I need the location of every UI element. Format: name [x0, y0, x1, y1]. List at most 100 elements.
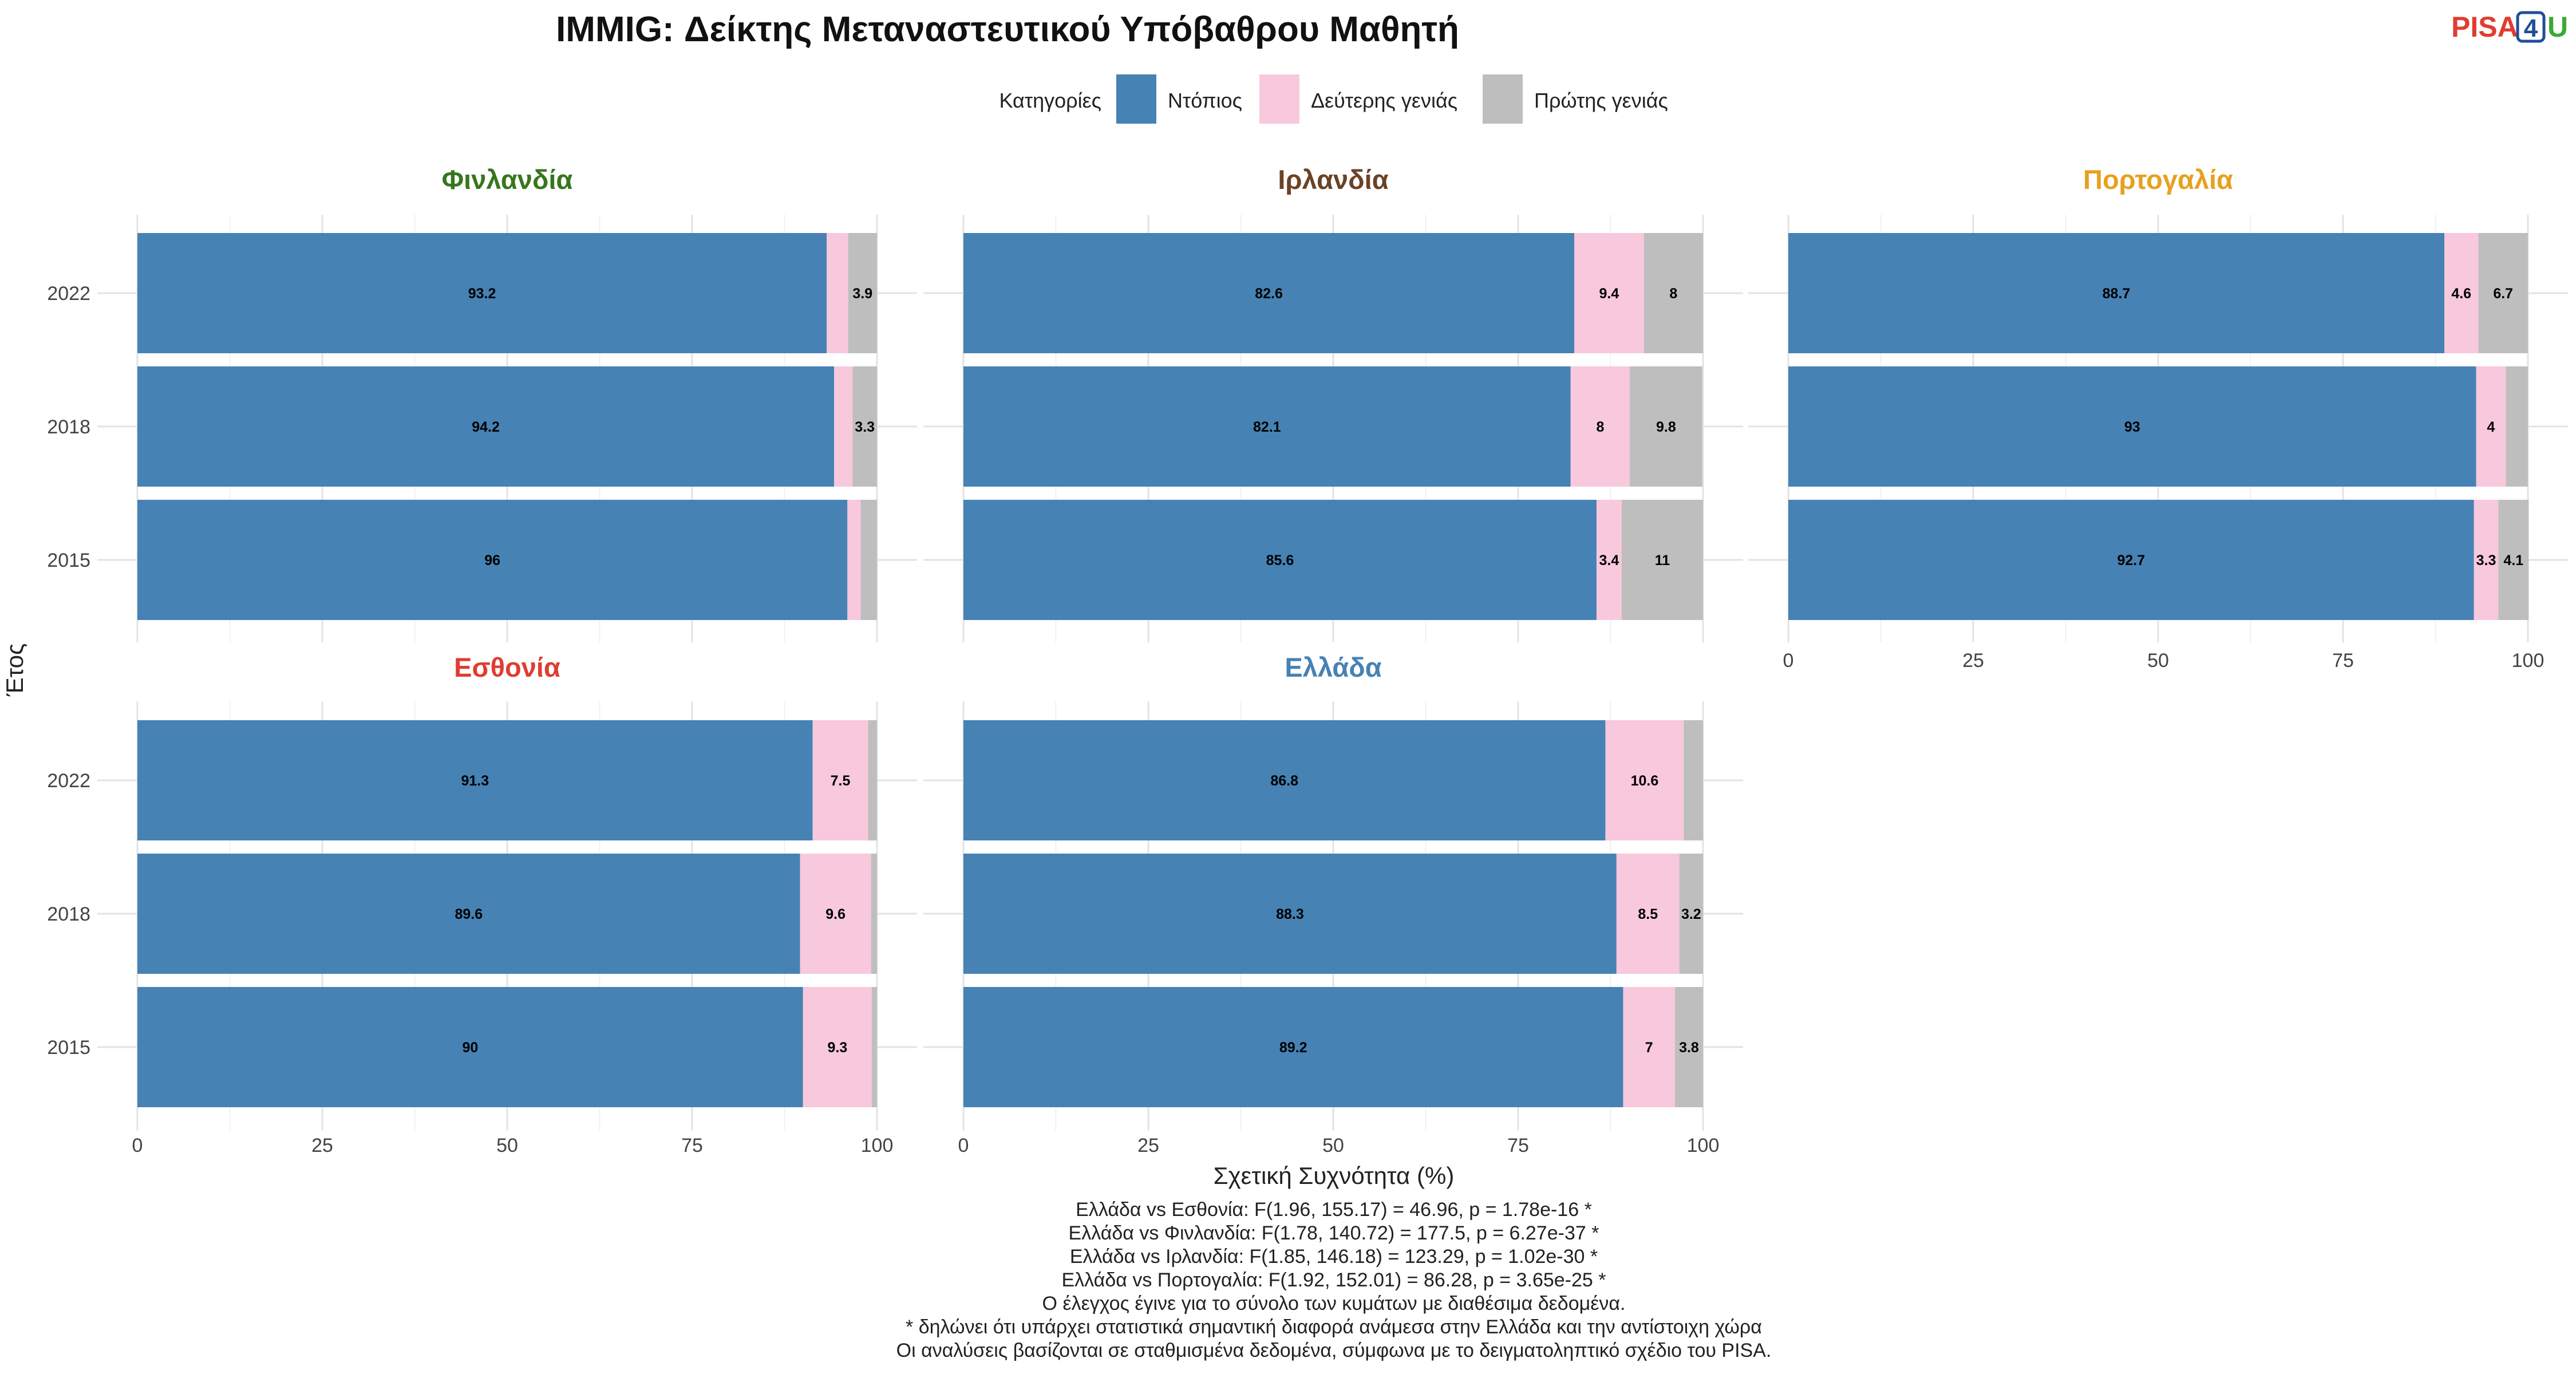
x-tick-label: 75 [1507, 1135, 1529, 1156]
chart-title: IMMIG: Δείκτης Μεταναστευτικού Υπόβαθρου… [556, 10, 1459, 49]
bar-segment [871, 854, 877, 974]
bar-data-label: 96 [484, 552, 500, 568]
panel-2: Πορτογαλία 88.7 4.6 6.7 93 4 92.7 3.3 4.1 0 25 50 75… [1748, 164, 2568, 672]
footnote-line: Οι αναλύσεις βασίζονται σε σταθμισμένα δ… [896, 1340, 1772, 1361]
legend-label: Πρώτης γενιάς [1534, 89, 1668, 112]
x-tick-label: 75 [2332, 650, 2354, 672]
bar-data-label: 9.3 [827, 1040, 847, 1056]
bar-data-label: 8 [1596, 419, 1604, 435]
bar-segment [1674, 987, 1703, 1107]
bar-data-label: 7.5 [831, 773, 851, 789]
panel-title: Εσθονία [454, 652, 560, 682]
bar-segment [1788, 500, 2474, 620]
panel-3: Εσθονία 2022 2018 2015 91.3 7.5 89.6 9.6 90 9.3 0 2… [47, 652, 917, 1156]
bar-segment [2476, 366, 2506, 487]
y-tick-label: 2015 [47, 550, 90, 571]
bar-data-label: 86.8 [1270, 773, 1298, 789]
bar-data-label: 94.2 [472, 419, 500, 435]
bar-segment [1679, 854, 1703, 974]
bar-segment [800, 854, 871, 974]
bar-data-label: 9.4 [1599, 286, 1619, 302]
x-tick-label: 100 [861, 1135, 894, 1156]
logo-text-pisa: PISA [2451, 11, 2518, 43]
bar-data-label: 85.6 [1266, 552, 1294, 568]
legend-swatch [1259, 74, 1299, 124]
bar-segment [137, 854, 800, 974]
bar-segment [1605, 720, 1684, 840]
y-tick-label: 2018 [47, 903, 90, 925]
bar-data-label: 93.2 [468, 286, 496, 302]
bar-segment [963, 854, 1617, 974]
bar-segment [963, 366, 1571, 487]
bar-segment [137, 366, 835, 487]
bar-segment [963, 500, 1597, 620]
footnote-line: Ελλάδα vs Ιρλανδία: F(1.85, 146.18) = 12… [1070, 1246, 1598, 1268]
bar-segment [1574, 233, 1644, 353]
y-tick-label: 2022 [47, 283, 90, 305]
bar-data-label: 89.2 [1279, 1040, 1307, 1056]
bar-data-label: 4.1 [2503, 552, 2523, 568]
bar-data-label: 89.6 [455, 906, 483, 922]
bar-segment [2474, 500, 2499, 620]
x-tick-label: 25 [1137, 1135, 1159, 1156]
bar-segment [868, 720, 877, 840]
x-axis-label: Σχετική Συχνότητα (%) [1214, 1162, 1455, 1189]
footnote-line: Ο έλεγχος έγινε για το σύνολο των κυμάτω… [1042, 1293, 1626, 1314]
bar-data-label: 4 [2487, 419, 2495, 435]
footnote-line: Ελλάδα vs Πορτογαλία: F(1.92, 152.01) = … [1062, 1269, 1606, 1291]
x-tick-label: 75 [681, 1135, 703, 1156]
legend: Κατηγορίες Ντόπιος Δεύτερης γενιάς Πρώτης γ… [999, 74, 1668, 124]
logo-text-u: U [2547, 11, 2568, 43]
x-tick-label: 50 [2147, 650, 2169, 672]
y-tick-label: 2018 [47, 416, 90, 438]
bar-data-label: 4.6 [2451, 286, 2471, 302]
bar-segment [2444, 233, 2479, 353]
panel-0: Φινλανδία 2022 2018 2015 93.2 3.9 94.2 3.3 96 [47, 164, 917, 642]
bar-segment [1616, 854, 1680, 974]
bar-segment [1596, 500, 1622, 620]
legend-label: Ντόπιος [1168, 89, 1242, 112]
bar-data-label: 82.1 [1253, 419, 1281, 435]
footnote-line: Ελλάδα vs Εσθονία: F(1.96, 155.17) = 46.… [1076, 1199, 1592, 1221]
bar-segment [812, 720, 868, 840]
legend-title: Κατηγορίες [999, 89, 1101, 112]
bar-segment [963, 233, 1575, 353]
bar-segment [1643, 233, 1703, 353]
bar-segment [827, 233, 848, 353]
panel-4: Ελλάδα 86.8 10.6 88.3 8.5 3.2 89.2 7 3.8 0 25 50 75 1… [923, 652, 1743, 1156]
x-tick-label: 25 [311, 1135, 333, 1156]
panel-title: Φινλανδία [442, 164, 573, 195]
bar-segment [848, 233, 877, 353]
y-tick-label: 2015 [47, 1037, 90, 1059]
legend-swatch [1483, 74, 1523, 124]
x-tick-label: 0 [958, 1135, 969, 1156]
bar-data-label: 10.6 [1631, 773, 1659, 789]
bar-data-label: 93 [2124, 419, 2140, 435]
bar-segment [1623, 987, 1675, 1107]
bar-data-label: 8.5 [1638, 906, 1658, 922]
bar-data-label: 3.3 [2476, 552, 2496, 568]
bar-data-label: 90 [462, 1040, 478, 1056]
x-tick-label: 100 [2512, 650, 2545, 672]
bar-data-label: 3.2 [1681, 906, 1701, 922]
bar-segment [834, 366, 853, 487]
bar-data-label: 7 [1645, 1040, 1653, 1056]
footnote-line: * δηλώνει ότι υπάρχει στατιστικά σημαντι… [906, 1316, 1762, 1338]
panel-1: Ιρλανδία 82.6 9.4 8 82.1 8 9.8 85.6 3.4 11 [923, 164, 1743, 642]
bar-data-label: 88.3 [1276, 906, 1304, 922]
bar-segment [2478, 233, 2528, 353]
bar-data-label: 3.8 [1679, 1040, 1699, 1056]
bar-segment [963, 720, 1606, 840]
bar-segment [1570, 366, 1630, 487]
bar-segment [137, 987, 803, 1107]
bar-data-label: 91.3 [461, 773, 489, 789]
bar-segment [963, 987, 1623, 1107]
bar-segment [2506, 366, 2528, 487]
legend-label: Δεύτερης γενιάς [1311, 89, 1457, 112]
x-tick-label: 0 [132, 1135, 143, 1156]
bar-segment [137, 500, 848, 620]
bar-segment [137, 720, 813, 840]
panel-title: Ελλάδα [1285, 652, 1381, 682]
bar-data-label: 11 [1655, 552, 1670, 568]
panel-title: Ιρλανδία [1278, 164, 1388, 195]
